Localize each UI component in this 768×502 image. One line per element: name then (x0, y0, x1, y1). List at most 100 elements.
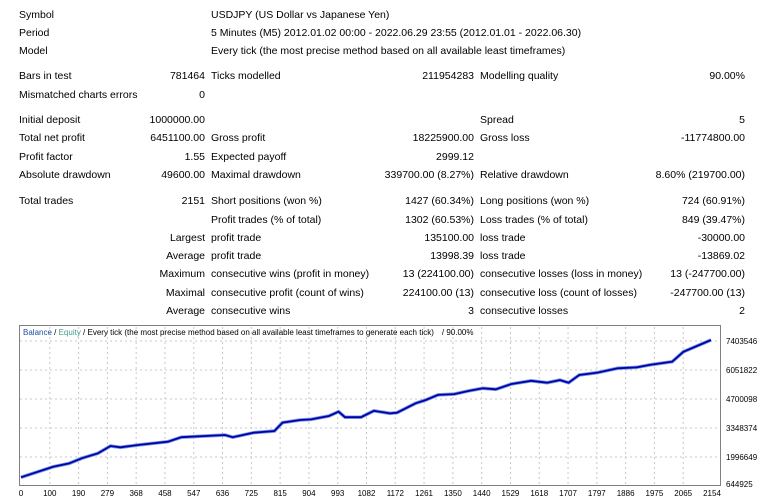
stat-label: profit trade (211, 250, 262, 262)
stat-label: Maximal drawdown (211, 169, 301, 181)
stat-label: Short positions (won %) (211, 195, 322, 207)
stat-value: 2151 (181, 195, 205, 207)
stat-value: 1.55 (184, 151, 205, 163)
y-tick-label: 1996649 (726, 453, 758, 462)
stat-label: Expected payoff (211, 151, 287, 163)
stat-value: 135100.00 (424, 232, 474, 244)
stat-value: Maximum (159, 268, 205, 280)
stat-value: Average (166, 250, 205, 262)
stat-value: -30000.00 (697, 232, 745, 244)
stat-value: 6451100.00 (150, 132, 205, 144)
stat-value: -247700.00 (13) (670, 287, 745, 299)
stat-value: 724 (60.91%) (681, 195, 745, 207)
stat-value: 781464 (169, 70, 205, 82)
stat-value: 13 (224100.00) (402, 268, 474, 280)
stat-label: Mismatched charts errors (19, 89, 138, 101)
x-tick-label: 1975 (646, 489, 664, 498)
stat-label: Modelling quality (480, 70, 559, 82)
stat-value: 224100.00 (13) (402, 287, 474, 299)
x-tick-label: 2154 (703, 489, 721, 498)
x-tick-label: 1529 (502, 489, 520, 498)
header-value: 5 Minutes (M5) 2012.01.02 00:00 - 2022.0… (211, 27, 582, 39)
chart-legend: Balance / Equity / Every tick (the most … (23, 328, 473, 337)
x-tick-label: 904 (302, 489, 316, 498)
header-label: Model (19, 45, 48, 57)
stat-label: loss trade (480, 232, 526, 244)
stat-value: 3 (468, 305, 474, 317)
stat-label: consecutive losses (480, 305, 569, 317)
x-tick-label: 2065 (674, 489, 692, 498)
stat-value: 849 (39.47%) (681, 214, 745, 226)
stat-label: consecutive losses (loss in money) (480, 268, 643, 280)
stat-value: 90.00% (709, 70, 745, 82)
stat-label: Total trades (19, 195, 74, 207)
stat-label: consecutive wins (211, 305, 291, 317)
stat-label: profit trade (211, 232, 262, 244)
stat-value: 18225900.00 (412, 132, 474, 144)
stat-label: Total net profit (19, 132, 85, 144)
stat-label: Gross loss (480, 132, 530, 144)
chart-frame (19, 325, 721, 486)
x-tick-label: 368 (129, 489, 143, 498)
x-tick-label: 1707 (559, 489, 577, 498)
x-tick-label: 1440 (473, 489, 491, 498)
stat-value: 49600.00 (161, 169, 205, 181)
stat-value: Largest (169, 232, 205, 244)
stat-label: Gross profit (211, 132, 266, 144)
legend-model: / Every tick (the most precise method ba… (81, 328, 434, 337)
y-tick-label: 7403546 (726, 337, 758, 346)
stat-value: 13 (-247700.00) (670, 268, 745, 280)
stat-value: 5 (739, 114, 745, 126)
header-value: USDJPY (US Dollar vs Japanese Yen) (211, 9, 390, 21)
stat-value: 2 (739, 305, 745, 317)
x-tick-label: 815 (273, 489, 287, 498)
x-tick-label: 725 (245, 489, 259, 498)
x-tick-label: 279 (101, 489, 115, 498)
stat-value: Maximal (165, 287, 205, 299)
x-tick-label: 100 (43, 489, 57, 498)
stat-value: -13869.02 (697, 250, 745, 262)
header-label: Symbol (19, 9, 55, 21)
stat-value: 1000000.00 (149, 114, 205, 126)
legend-equity: Equity (59, 328, 81, 337)
x-tick-label: 1082 (358, 489, 376, 498)
stat-label: Spread (480, 114, 514, 126)
y-tick-label: 6051822 (726, 366, 758, 375)
balance-line (20, 339, 712, 479)
stat-value: Average (166, 305, 205, 317)
x-tick-label: 1350 (444, 489, 462, 498)
x-tick-label: 458 (158, 489, 172, 498)
stat-label: consecutive wins (profit in money) (211, 268, 370, 280)
legend-balance: Balance (23, 328, 52, 337)
stat-value: 13998.39 (430, 250, 474, 262)
stat-value: 8.60% (219700.00) (655, 169, 745, 181)
x-tick-label: 190 (72, 489, 86, 498)
legend-separator: / (52, 328, 59, 337)
x-tick-label: 1886 (617, 489, 635, 498)
stat-label: Absolute drawdown (19, 169, 111, 181)
stat-label: Initial deposit (19, 114, 81, 126)
stat-label: Ticks modelled (211, 70, 281, 82)
x-tick-label: 993 (331, 489, 345, 498)
y-tick-label: 4700098 (726, 395, 758, 404)
stat-label: consecutive loss (count of losses) (480, 287, 637, 299)
stat-label: loss trade (480, 250, 526, 262)
header-label: Period (19, 27, 50, 39)
stat-value: 1302 (60.53%) (405, 214, 474, 226)
header-value: Every tick (the most precise method base… (211, 45, 566, 57)
stat-value: 211954283 (422, 70, 474, 82)
legend-quality: / 90.00% (442, 328, 474, 337)
stat-label: Long positions (won %) (480, 195, 590, 207)
x-tick-label: 1261 (415, 489, 433, 498)
stat-label: Bars in test (19, 70, 72, 82)
stat-value: 0 (199, 89, 205, 101)
x-tick-label: 547 (187, 489, 201, 498)
y-tick-label: 644925 (726, 480, 753, 489)
stat-label: Profit factor (19, 151, 73, 163)
x-tick-label: 1172 (387, 489, 405, 498)
stat-value: 339700.00 (8.27%) (384, 169, 474, 181)
y-tick-label: 3348374 (726, 424, 758, 433)
x-tick-label: 0 (19, 489, 24, 498)
stat-label: Loss trades (% of total) (480, 214, 588, 226)
stat-value: -11774800.00 (680, 132, 745, 144)
